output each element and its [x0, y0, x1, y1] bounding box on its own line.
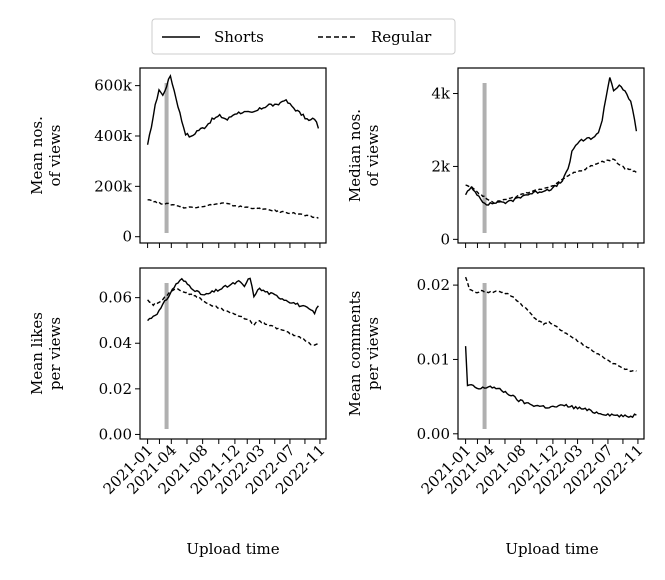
- y-tick-label: 400k: [94, 127, 133, 145]
- y-tick-label: 4k: [431, 85, 451, 103]
- y-tick-label: 0: [122, 228, 132, 246]
- y-tick-label: 200k: [94, 177, 133, 195]
- legend-shorts-label: Shorts: [214, 28, 264, 46]
- y-tick-label: 0.04: [99, 334, 132, 352]
- y-tick-label: 0.01: [417, 350, 450, 368]
- y-tick-label: 0.00: [99, 425, 132, 443]
- series-regular-line: [147, 199, 319, 219]
- axes-frame: [457, 67, 645, 244]
- axes-frame: [139, 67, 327, 244]
- axes-frame: [457, 267, 645, 440]
- panel-mean-views: 0 200k 400k 600k Mean nos.of views: [28, 67, 327, 248]
- y-tick-label: 600k: [94, 77, 133, 95]
- x-axis-label-right: Upload time: [505, 540, 598, 558]
- series-regular-line: [147, 287, 319, 346]
- panel-mean-comments: 0.000.010.022021-012021-042021-082021-12…: [346, 267, 647, 498]
- y-axis-label-line: Mean comments: [346, 291, 364, 417]
- y-axis-label: Mean likesper views: [28, 312, 64, 395]
- y-axis-label-line: Mean likes: [28, 312, 46, 395]
- x-axis-label-left: Upload time: [186, 540, 279, 558]
- series-shorts-line: [464, 346, 637, 419]
- axes-frame: [139, 267, 327, 440]
- y-tick-label: 0.06: [99, 289, 132, 307]
- y-tick-label: 0.00: [417, 425, 450, 443]
- series-shorts-line: [146, 74, 320, 145]
- series-regular-line: [464, 276, 637, 373]
- y-axis-label: Median nos.of views: [346, 109, 382, 202]
- y-tick-label: 2k: [431, 157, 451, 175]
- legend-regular-label: Regular: [371, 28, 432, 46]
- legend-frame: [151, 18, 456, 55]
- y-axis-label-line: per views: [46, 317, 64, 390]
- series-regular-line: [465, 158, 637, 205]
- y-axis-label-line: per views: [364, 317, 382, 390]
- y-axis-label-line: of views: [364, 124, 382, 186]
- y-axis-label: Mean nos.of views: [28, 116, 64, 195]
- series-shorts-line: [147, 277, 319, 322]
- panel-mean-likes: 0.000.020.040.062021-012021-042021-08202…: [28, 267, 329, 498]
- y-axis-label-line: Mean nos.: [28, 116, 46, 195]
- y-axis-label-line: of views: [46, 124, 64, 186]
- panel-median-views: 0 2k 4k Median nos.of views: [346, 67, 645, 248]
- y-axis-label-line: Median nos.: [346, 109, 364, 202]
- y-tick-label: 0.02: [417, 276, 450, 294]
- y-tick-label: 0: [440, 230, 450, 248]
- legend: Shorts Regular: [151, 18, 456, 55]
- y-tick-label: 0.02: [99, 380, 132, 398]
- y-axis-label: Mean commentsper views: [346, 291, 382, 417]
